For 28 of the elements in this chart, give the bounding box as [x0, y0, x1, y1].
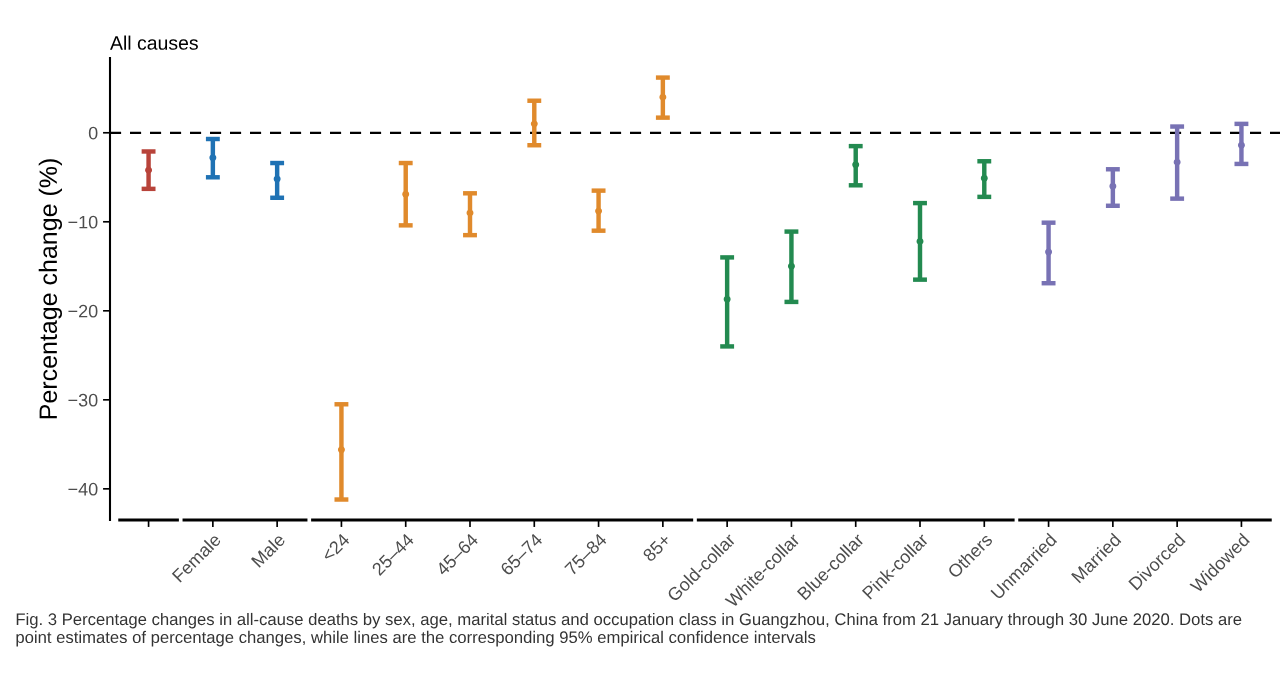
- y-tick-label: 0: [88, 126, 98, 140]
- chart-title: All causes: [110, 35, 198, 50]
- x-tick-label: 85+: [642, 532, 672, 563]
- point: [530, 120, 538, 128]
- y-axis-title: Percentage change (%): [38, 159, 63, 419]
- point: [337, 446, 345, 454]
- point: [402, 190, 410, 198]
- point: [595, 207, 603, 215]
- y-tick-label: −10: [68, 215, 98, 229]
- y-tick-label: −20: [68, 304, 98, 318]
- point: [145, 166, 153, 174]
- point: [1109, 182, 1117, 190]
- caption: Fig. 3 Percentage changes in all-cause deaths by sex, age, marital status and occupation class in Guangzhou, China from 21 January through 30 June 2020. Dots are point estimates of percentage changes, while lines are the corresponding 95% empirical confidence intervals: [16, 612, 1242, 647]
- y-tick-label: −30: [68, 393, 98, 407]
- point: [916, 237, 924, 245]
- point: [466, 209, 474, 217]
- point: [1173, 158, 1181, 166]
- point: [273, 175, 281, 183]
- point: [980, 174, 988, 182]
- point: [852, 161, 860, 169]
- point: [787, 262, 795, 270]
- point: [1237, 141, 1245, 149]
- point: [659, 93, 667, 101]
- point: [209, 154, 217, 162]
- point: [1045, 248, 1053, 256]
- point: [723, 295, 731, 303]
- x-tick-label: <24: [320, 532, 351, 563]
- y-tick-label: −40: [68, 482, 98, 496]
